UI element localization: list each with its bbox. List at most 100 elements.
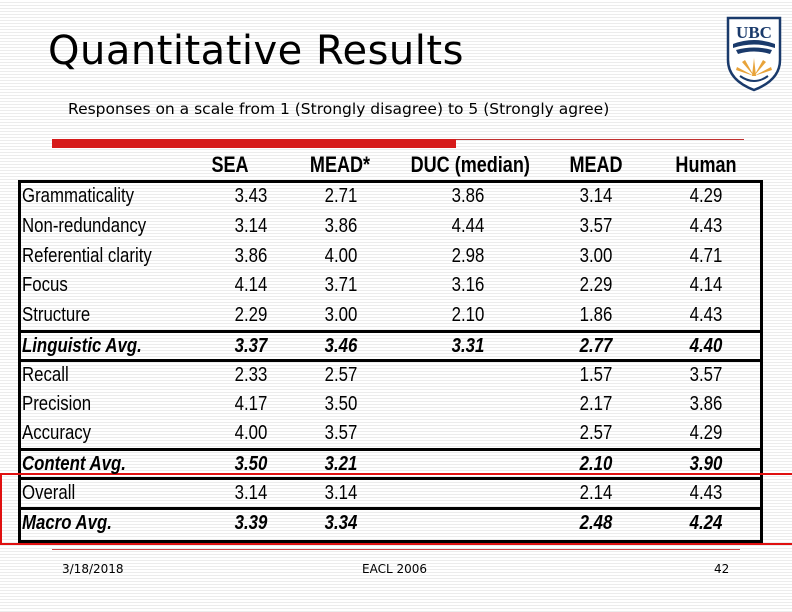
row-label: Structure	[22, 304, 91, 326]
table-cell: 2.48	[579, 512, 613, 534]
row-label: Precision	[22, 393, 92, 415]
table-cell: 2.33	[234, 364, 268, 386]
row-label: Macro Avg.	[22, 512, 112, 534]
table-cell: 4.00	[324, 245, 358, 267]
column-header: Human	[675, 152, 737, 177]
table-cell: 4.71	[689, 245, 723, 267]
table-cell: 3.86	[234, 245, 268, 267]
table-cell: 3.14	[234, 215, 268, 237]
slide-subtitle: Responses on a scale from 1 (Strongly di…	[68, 100, 610, 118]
ubc-logo: UBC	[726, 16, 782, 92]
table-cell: 1.86	[579, 304, 613, 326]
table-cell: 2.29	[234, 304, 268, 326]
row-label: Referential clarity	[22, 245, 152, 267]
table-cell: 3.86	[324, 215, 358, 237]
row-label: Linguistic Avg.	[22, 335, 142, 357]
table-cell: 3.39	[234, 512, 268, 534]
table-cell	[434, 449, 501, 479]
table-cell: 3.34	[324, 512, 358, 534]
table-cell: 4.43	[689, 304, 723, 326]
table-row: Focus 4.14 3.71 3.16 2.29 4.14	[18, 270, 763, 300]
table-cell: 3.86	[451, 185, 485, 207]
table-cell: 4.40	[689, 335, 723, 357]
table-cell: 2.10	[451, 304, 485, 326]
row-divider	[18, 330, 763, 333]
footer-conference: EACL 2006	[362, 562, 427, 576]
row-label: Accuracy	[22, 422, 92, 444]
row-divider	[18, 448, 763, 451]
table-cell: 4.24	[689, 512, 723, 534]
table-row: Accuracy 4.00 3.57 2.57 4.29	[18, 418, 763, 448]
table-row: Recall 2.33 2.57 1.57 3.57	[18, 360, 763, 390]
table-cell	[434, 508, 501, 538]
table-cell: 3.37	[234, 335, 268, 357]
page-number: 42	[714, 562, 730, 576]
table-row: Referential clarity 3.86 4.00 2.98 3.00 …	[18, 241, 763, 271]
table-cell: 3.71	[324, 274, 358, 296]
table-cell: 2.10	[579, 453, 613, 475]
row-divider	[18, 359, 763, 362]
row-label: Non-redundancy	[22, 215, 147, 237]
table-cell: 3.00	[324, 304, 358, 326]
table-cell: 3.14	[324, 482, 358, 504]
footer-date: 3/18/2018	[62, 562, 124, 576]
table-cell: 4.43	[689, 482, 723, 504]
table-row: Non-redundancy 3.14 3.86 4.44 3.57 4.43	[18, 211, 763, 241]
column-header: DUC (median)	[410, 152, 530, 177]
table-cell	[434, 389, 501, 419]
table-cell: 3.14	[234, 482, 268, 504]
table-cell: 3.57	[689, 364, 723, 386]
row-label: Content Avg.	[22, 453, 126, 475]
table-cell: 3.16	[451, 274, 485, 296]
table-cell: 2.98	[451, 245, 485, 267]
table-cell: 2.57	[324, 364, 358, 386]
row-divider	[18, 477, 763, 480]
table-cell: 4.14	[689, 274, 723, 296]
table-cell: 3.90	[689, 453, 723, 475]
table-cell: 3.14	[579, 185, 613, 207]
table-cell: 3.50	[324, 393, 358, 415]
row-label: Overall	[22, 482, 76, 504]
table-cell	[434, 418, 501, 448]
table-row-average: Linguistic Avg. 3.37 3.46 3.31 2.77 4.40	[18, 331, 763, 361]
title-rule-thick	[52, 139, 456, 148]
table-cell: 3.57	[579, 215, 613, 237]
table-cell: 3.43	[234, 185, 268, 207]
table-cell: 4.00	[234, 422, 268, 444]
table-cell: 4.14	[234, 274, 268, 296]
table-cell: 4.43	[689, 215, 723, 237]
column-header: MEAD	[569, 152, 623, 177]
table-cell: 3.21	[324, 453, 358, 475]
table-cell: 2.71	[324, 185, 358, 207]
table-row: Grammaticality 3.43 2.71 3.86 3.14 4.29	[18, 181, 763, 211]
table-cell: 4.29	[689, 422, 723, 444]
row-label: Recall	[22, 364, 69, 386]
highlight-box	[0, 473, 792, 545]
table-cell: 1.57	[579, 364, 613, 386]
table-cell: 3.00	[579, 245, 613, 267]
table-cell: 2.77	[579, 335, 613, 357]
row-label: Focus	[22, 274, 68, 296]
table-cell: 2.17	[579, 393, 613, 415]
footer-rule	[52, 549, 740, 550]
table-row-average: Macro Avg. 3.39 3.34 2.48 4.24	[18, 508, 763, 538]
table-cell: 3.57	[324, 422, 358, 444]
slide-title: Quantitative Results	[48, 28, 464, 74]
table-cell: 2.14	[579, 482, 613, 504]
table-cell: 3.50	[234, 453, 268, 475]
table-cell	[434, 360, 501, 390]
column-header: MEAD*	[309, 152, 371, 177]
table-cell: 4.44	[451, 215, 485, 237]
row-divider	[18, 507, 763, 510]
table-row: Precision 4.17 3.50 2.17 3.86	[18, 389, 763, 419]
table-cell: 3.86	[689, 393, 723, 415]
table-cell	[434, 478, 501, 508]
table-cell: 2.29	[579, 274, 613, 296]
table-cell: 2.57	[579, 422, 613, 444]
column-header: SEA	[211, 152, 249, 177]
table-cell: 4.29	[689, 185, 723, 207]
table-row-average: Content Avg. 3.50 3.21 2.10 3.90	[18, 449, 763, 479]
table-row: Structure 2.29 3.00 2.10 1.86 4.43	[18, 300, 763, 330]
row-label: Grammaticality	[22, 185, 135, 207]
table-row: Overall 3.14 3.14 2.14 4.43	[18, 478, 763, 508]
